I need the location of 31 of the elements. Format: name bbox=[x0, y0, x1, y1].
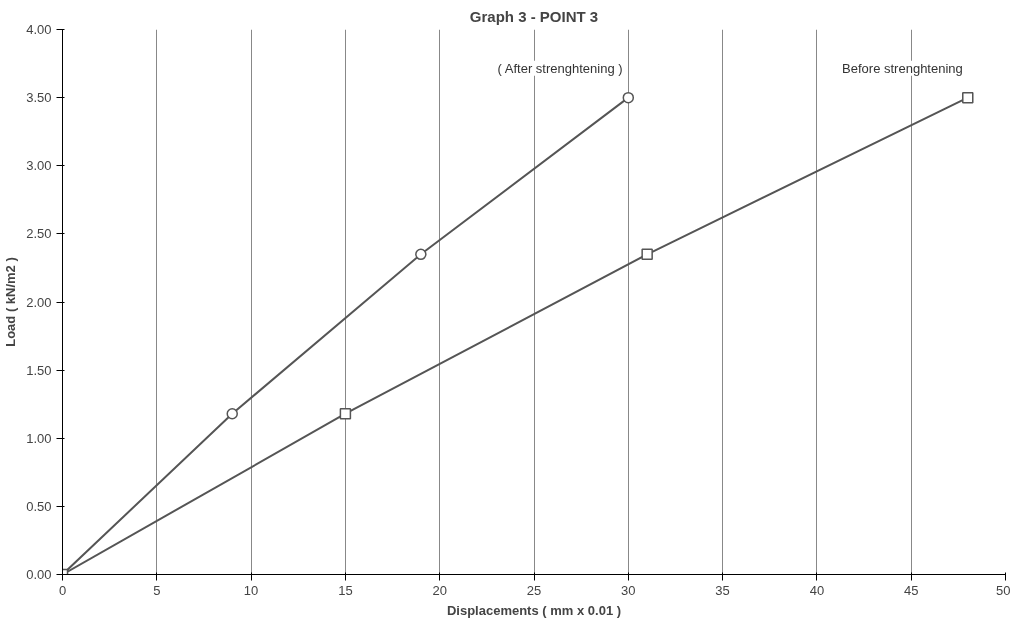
point bbox=[962, 91, 974, 104]
y-tick-label: 1.00 bbox=[26, 430, 52, 446]
y-tick-label: 3.00 bbox=[26, 158, 52, 174]
x-tick-label: 40 bbox=[809, 582, 825, 598]
y-tick-label: 2.00 bbox=[26, 294, 52, 310]
x-tick-label: 20 bbox=[432, 582, 447, 598]
point bbox=[641, 248, 653, 261]
y-tick-label: 0.50 bbox=[26, 498, 52, 514]
y-tick-label: 1.50 bbox=[26, 362, 52, 378]
y-tick-label: 4.00 bbox=[26, 22, 52, 37]
x-tick-label: 0 bbox=[58, 582, 67, 598]
x-axis-title: Displacements ( mm x 0.01 ) bbox=[446, 602, 622, 618]
series-label: ( After strenghtening ) bbox=[497, 60, 623, 76]
point bbox=[415, 248, 427, 261]
x-tick-label: 45 bbox=[903, 582, 919, 598]
y-tick-label: 2.50 bbox=[26, 226, 52, 242]
point bbox=[339, 407, 352, 420]
x-tick-label: 50 bbox=[996, 582, 1011, 598]
chart-title: Graph 3 - POINT 3 bbox=[469, 7, 599, 25]
y-tick-label: 3.50 bbox=[26, 90, 52, 106]
series-label: Before strenghtening bbox=[842, 60, 963, 76]
x-tick-label: 10 bbox=[243, 582, 259, 598]
y-axis-title: Load ( kN/m2 ) bbox=[3, 257, 19, 347]
y-tick-label: 0.00 bbox=[26, 567, 52, 582]
x-tick-label: 25 bbox=[526, 582, 542, 598]
x-tick-label: 15 bbox=[338, 582, 353, 598]
x-tick-label: 5 bbox=[153, 582, 161, 598]
x-tick-label: 30 bbox=[621, 582, 636, 598]
point bbox=[622, 91, 635, 104]
x-tick-label: 35 bbox=[715, 582, 730, 598]
point bbox=[226, 407, 238, 420]
